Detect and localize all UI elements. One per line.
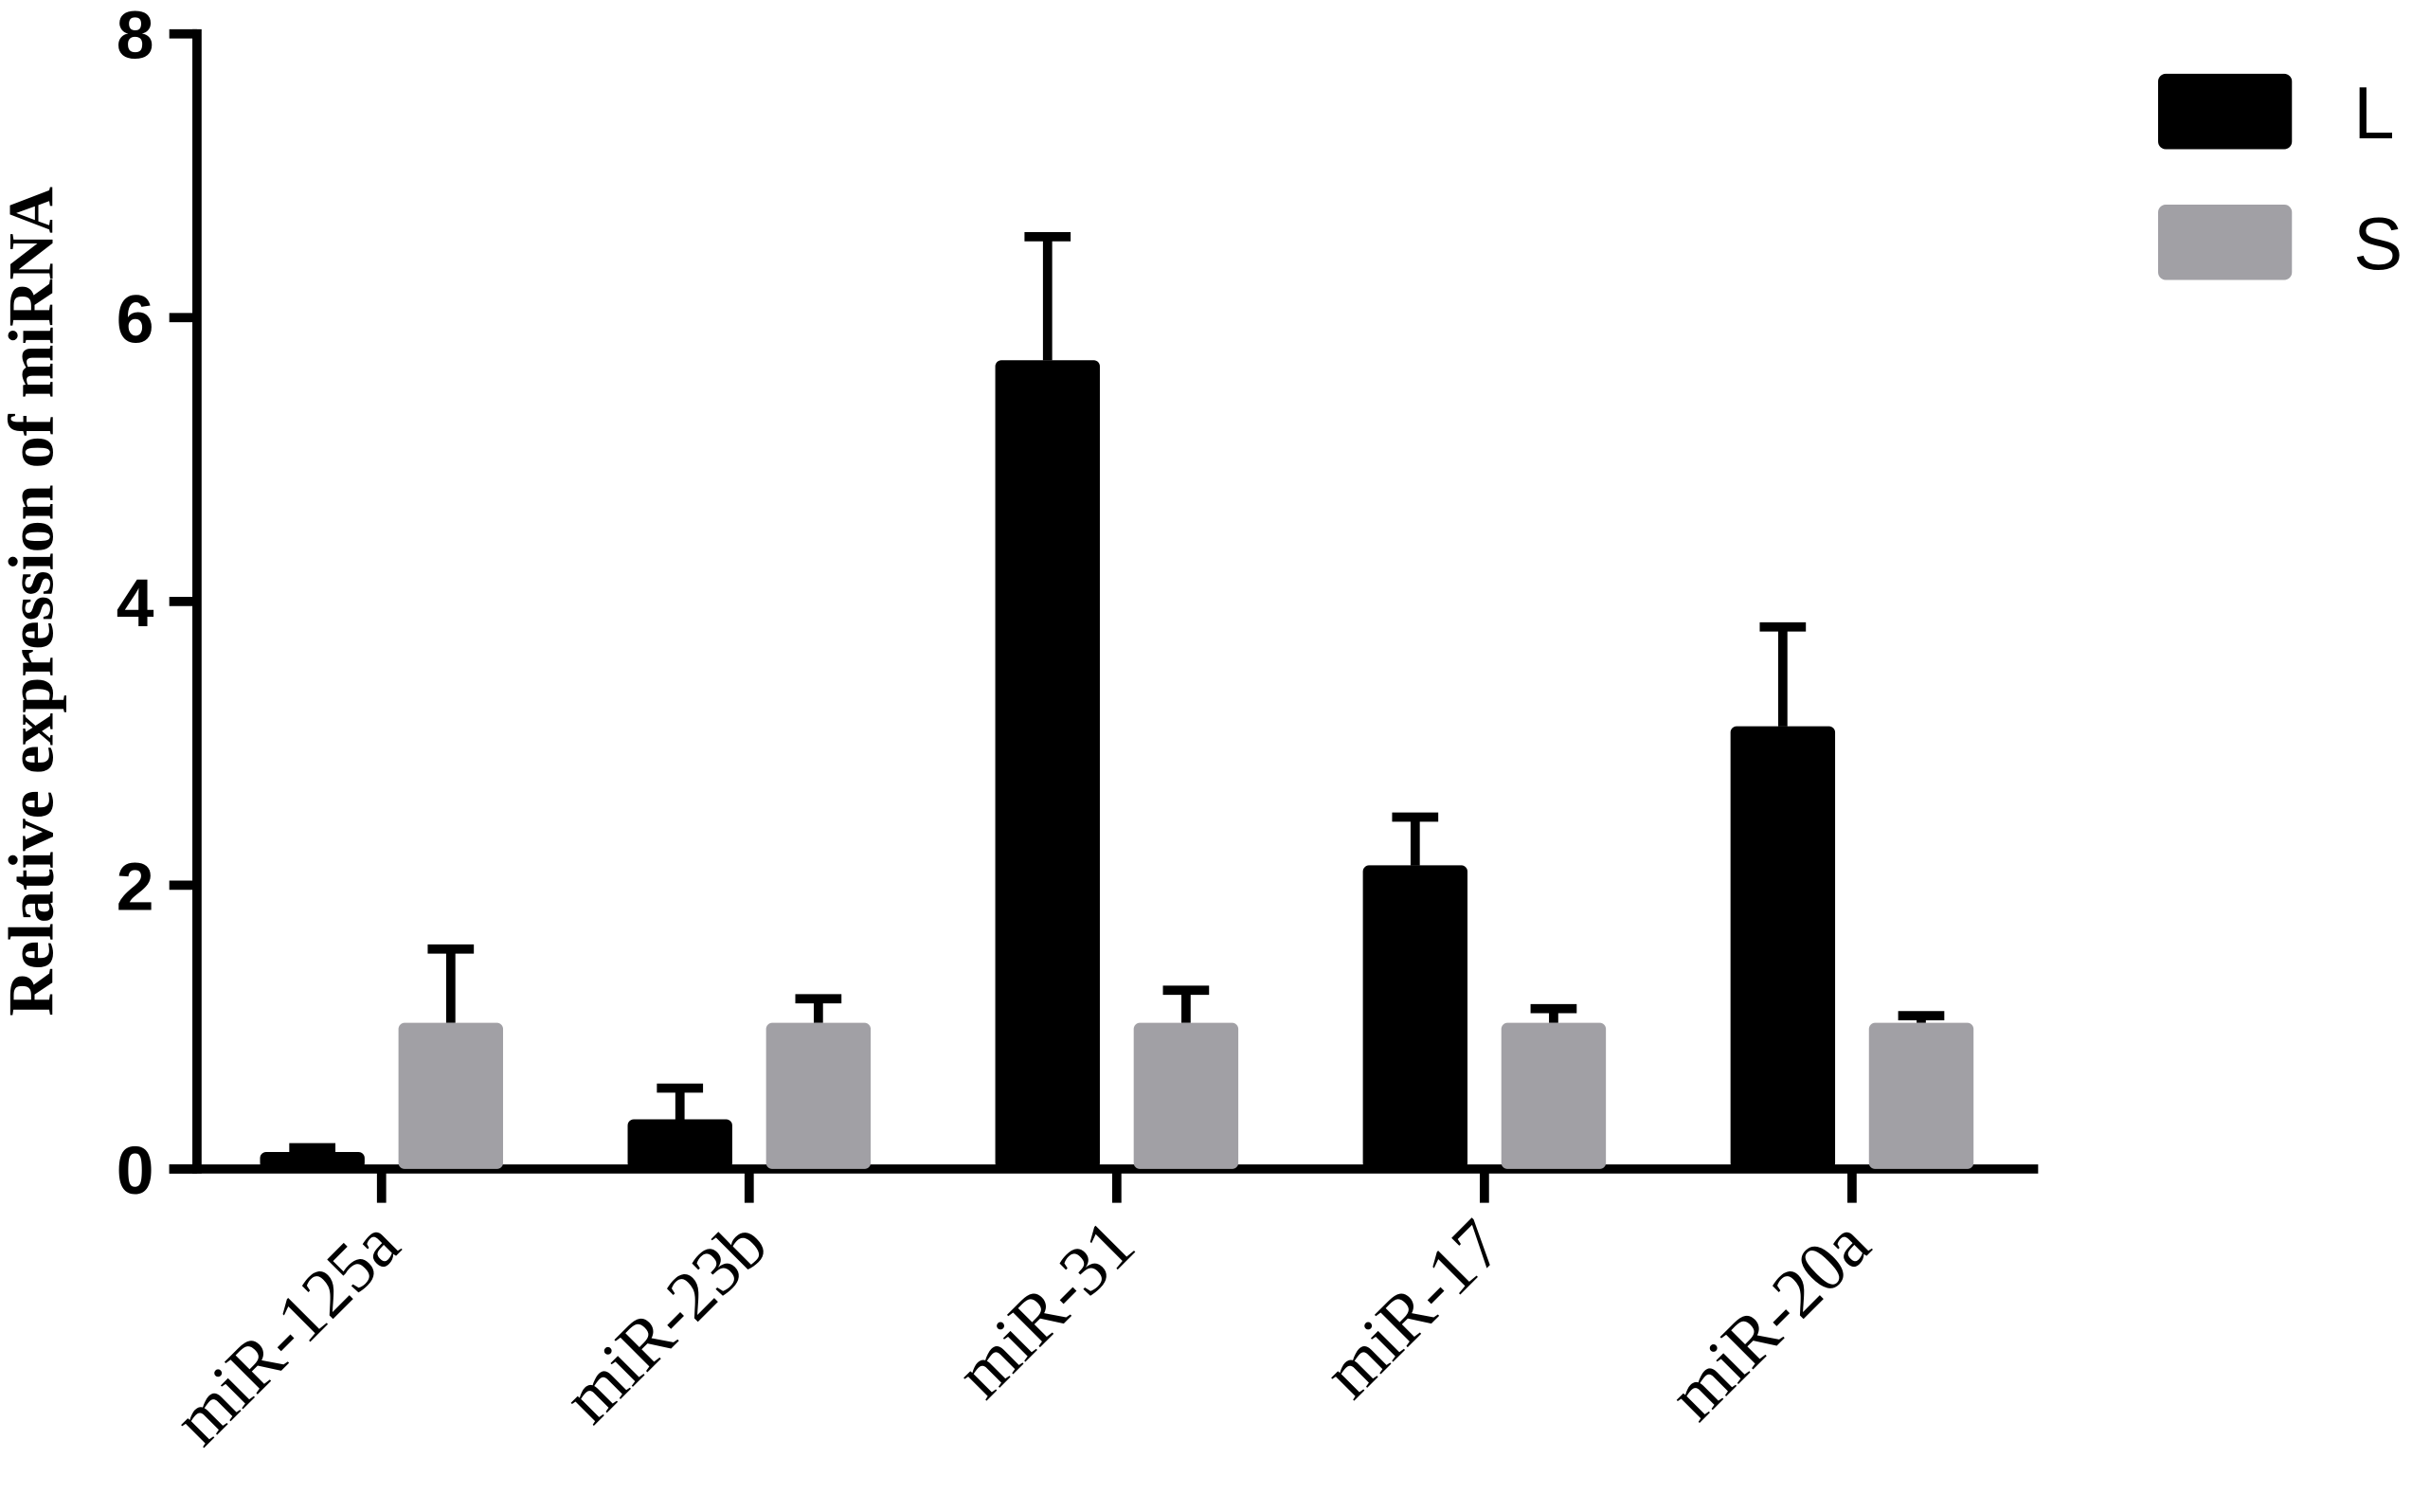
bar — [995, 360, 1100, 1169]
x-tick-label: miR-31 — [942, 1205, 1150, 1413]
y-tick-label: 4 — [117, 566, 154, 641]
bar — [1868, 1022, 1974, 1169]
y-tick-label: 6 — [117, 281, 154, 357]
bar — [1133, 1022, 1239, 1169]
bar — [765, 1022, 872, 1169]
legend-swatch — [2158, 204, 2293, 280]
y-axis-label: Relative expression of miRNA — [0, 187, 66, 1017]
bar — [260, 1151, 365, 1169]
bar — [1730, 726, 1836, 1169]
bar — [1362, 865, 1468, 1169]
y-tick-label: 2 — [117, 849, 154, 925]
bar — [627, 1119, 732, 1169]
bar — [398, 1022, 504, 1169]
x-tick-label: miR-125a — [159, 1205, 415, 1461]
legend-swatch — [2158, 73, 2293, 150]
y-tick-label: 8 — [117, 0, 154, 74]
x-tick-label: miR-23b — [549, 1205, 782, 1438]
legend-label: S — [2353, 202, 2403, 285]
legend-label: L — [2353, 71, 2394, 154]
bar — [1501, 1022, 1607, 1169]
y-tick-label: 0 — [117, 1133, 154, 1209]
x-tick-label: miR-17 — [1309, 1205, 1518, 1413]
x-tick-label: miR-20a — [1654, 1205, 1884, 1435]
